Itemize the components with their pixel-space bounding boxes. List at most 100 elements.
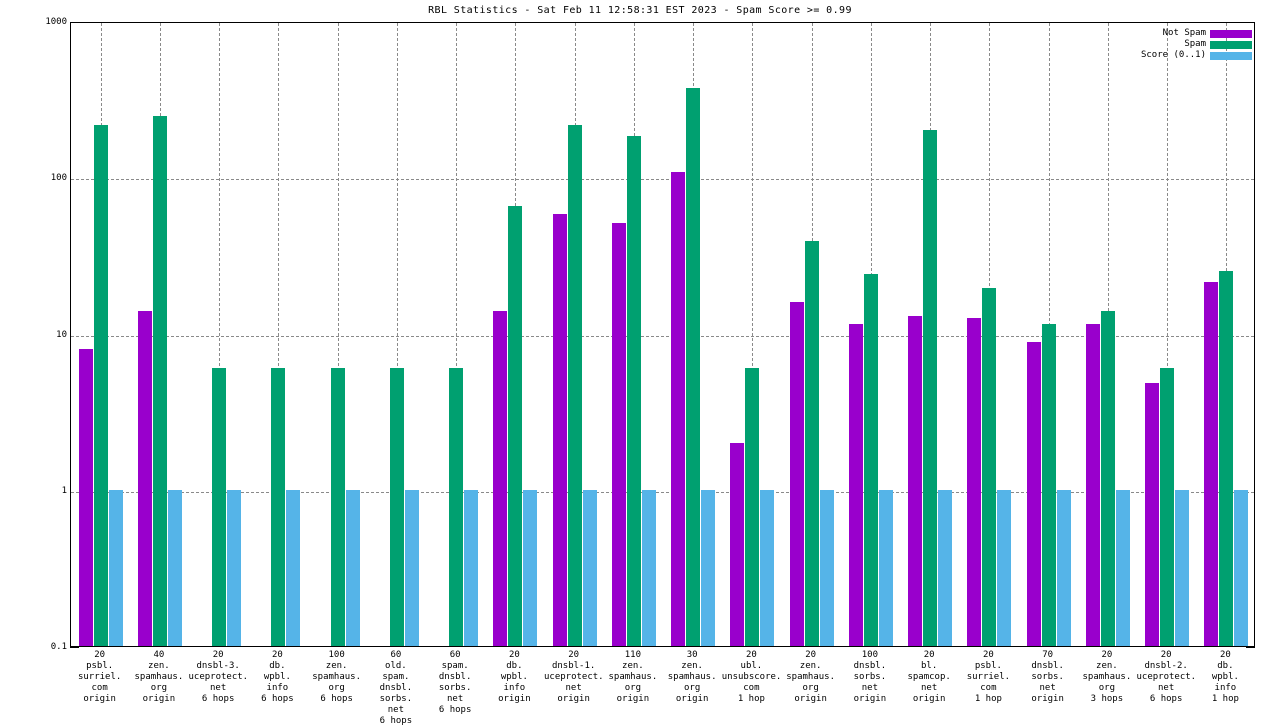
x-tick-label: 20 dnsbl-2. uceprotect. net 6 hops — [1136, 650, 1197, 704]
bar-score-0-1 — [108, 489, 123, 646]
bar-spam — [1219, 271, 1234, 646]
bar-score-0-1 — [167, 489, 182, 646]
plot-area — [70, 22, 1255, 647]
bar-spam — [745, 368, 760, 646]
bar-score-0-1 — [878, 489, 893, 646]
x-tick-label: 20 psbl. surriel. com origin — [77, 650, 122, 704]
x-tick-label: 110 zen. spamhaus. org origin — [608, 650, 658, 704]
gridline-vertical — [752, 23, 754, 646]
bar-not-spam — [908, 315, 923, 646]
bar-not-spam — [552, 214, 567, 646]
x-tick-label: 20 dnsbl-3. uceprotect. net 6 hops — [188, 650, 249, 704]
bar-spam — [1160, 368, 1175, 646]
x-tick-label: 20 db. wpbl. info 1 hop — [1211, 650, 1239, 704]
bar-not-spam — [1026, 342, 1041, 646]
x-tick-label: 40 zen. spamhaus. org origin — [134, 650, 184, 704]
legend-swatch — [1210, 29, 1252, 38]
bar-spam — [508, 206, 523, 646]
x-tick-label: 60 old. spam. dnsbl. sorbs. net 6 hops — [379, 650, 413, 726]
bar-score-0-1 — [404, 489, 419, 646]
bar-spam — [863, 274, 878, 646]
bar-score-0-1 — [286, 489, 301, 646]
gridline-horizontal — [71, 179, 1254, 181]
bar-spam — [626, 135, 641, 646]
bar-score-0-1 — [701, 489, 716, 646]
y-tick-label: 10 — [56, 329, 67, 340]
bar-spam — [567, 125, 582, 646]
bar-score-0-1 — [1234, 489, 1249, 646]
bar-not-spam — [137, 310, 152, 646]
legend-swatch — [1210, 40, 1252, 49]
legend-item-spam: Spam — [1141, 39, 1252, 50]
x-tick-label: 70 dnsbl. sorbs. net origin — [1031, 650, 1064, 704]
gridline-vertical — [456, 23, 458, 646]
bar-spam — [1041, 324, 1056, 646]
bar-not-spam — [78, 348, 93, 646]
bar-not-spam — [1085, 324, 1100, 646]
bar-not-spam — [1145, 383, 1160, 646]
bar-score-0-1 — [345, 489, 360, 646]
x-axis-labels: 20 psbl. surriel. com origin 40 zen. spam… — [70, 650, 1255, 726]
x-tick-label: 20 bl. spamcop. net origin — [907, 650, 951, 704]
bar-not-spam — [730, 442, 745, 646]
x-tick-label: 20 psbl. surriel. com 1 hop — [966, 650, 1011, 704]
bar-score-0-1 — [819, 489, 834, 646]
x-tick-label: 20 dnsbl-1. uceprotect. net origin — [544, 650, 604, 704]
bar-spam — [1100, 310, 1115, 646]
bar-score-0-1 — [1115, 489, 1130, 646]
y-tick-label: 100 — [50, 173, 67, 184]
bar-score-0-1 — [523, 489, 538, 646]
bar-spam — [152, 115, 167, 646]
bar-score-0-1 — [760, 489, 775, 646]
gridline-vertical — [337, 23, 339, 646]
bar-spam — [982, 288, 997, 646]
y-tick-label: 1 — [61, 485, 67, 496]
legend-label: Not Spam — [1162, 28, 1206, 38]
bar-not-spam — [493, 310, 508, 646]
plot-inner — [71, 23, 1254, 646]
legend-item-score-0-1: Score (0..1) — [1141, 50, 1252, 61]
bar-spam — [212, 368, 227, 646]
bar-score-0-1 — [997, 489, 1012, 646]
gridline-vertical — [1167, 23, 1169, 646]
bar-score-0-1 — [641, 489, 656, 646]
bar-score-0-1 — [464, 489, 479, 646]
y-tick-mark — [1246, 647, 1255, 648]
bar-not-spam — [789, 301, 804, 646]
bar-spam — [93, 125, 108, 646]
bar-spam — [449, 368, 464, 646]
bar-spam — [271, 368, 286, 646]
x-tick-label: 20 db. wpbl. info 6 hops — [261, 650, 294, 704]
bar-score-0-1 — [1056, 489, 1071, 646]
bar-score-0-1 — [582, 489, 597, 646]
bar-spam — [804, 241, 819, 646]
bar-score-0-1 — [938, 489, 953, 646]
bar-spam — [330, 368, 345, 646]
chart-title: RBL Statistics - Sat Feb 11 12:58:31 EST… — [428, 5, 852, 16]
x-tick-label: 20 ubl. unsubscore. com 1 hop — [721, 650, 782, 704]
x-tick-label: 100 dnsbl. sorbs. net origin — [853, 650, 887, 704]
legend-swatch — [1210, 51, 1252, 60]
x-tick-label: 100 zen. spamhaus. org 6 hops — [312, 650, 362, 704]
gridline-vertical — [278, 23, 280, 646]
y-tick-label: 1000 — [45, 17, 67, 27]
legend-item-not-spam: Not Spam — [1141, 28, 1252, 39]
bar-not-spam — [611, 222, 626, 646]
legend-label: Spam — [1184, 39, 1206, 49]
bar-score-0-1 — [227, 489, 242, 646]
bar-not-spam — [1204, 281, 1219, 646]
chart-legend: Not Spam Spam Score (0..1) — [1141, 28, 1252, 61]
gridline-horizontal — [71, 335, 1254, 337]
y-tick-mark — [70, 647, 79, 648]
bar-spam — [686, 88, 701, 646]
bar-score-0-1 — [1175, 489, 1190, 646]
y-tick-label: 0.1 — [50, 642, 67, 652]
bar-not-spam — [671, 172, 686, 646]
x-tick-label: 60 spam. dnsbl. sorbs. net 6 hops — [438, 650, 472, 715]
x-tick-label: 20 zen. spamhaus. org 3 hops — [1082, 650, 1132, 704]
x-tick-label: 20 db. wpbl. info origin — [498, 650, 531, 704]
gridline-vertical — [396, 23, 398, 646]
x-tick-label: 20 zen. spamhaus. org origin — [786, 650, 836, 704]
gridline-vertical — [219, 23, 221, 646]
